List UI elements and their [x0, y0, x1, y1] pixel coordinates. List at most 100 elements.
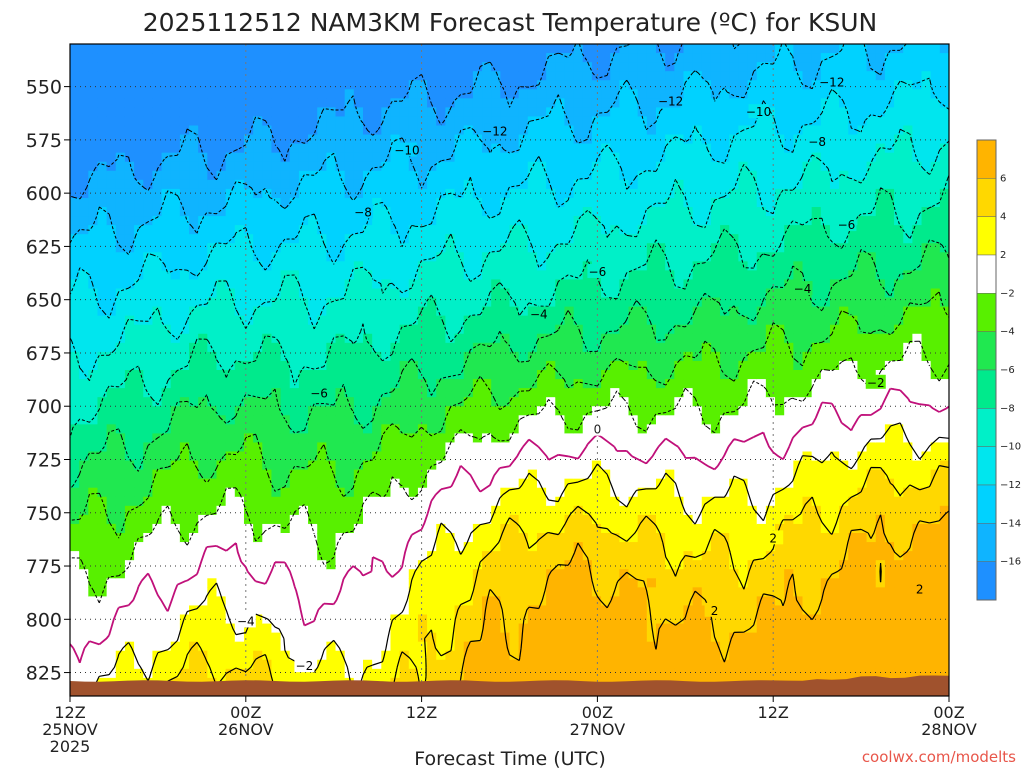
temperature-cell [628, 216, 639, 226]
temperature-cell [308, 252, 318, 262]
temperature-cell [637, 125, 648, 136]
temperature-cell [216, 225, 227, 235]
temperature-cell [381, 270, 392, 281]
temperature-cell [161, 216, 172, 226]
temperature-cell [170, 152, 181, 163]
temperature-cell [326, 89, 337, 99]
temperature-cell [665, 80, 675, 90]
temperature-cell [353, 324, 364, 335]
temperature-cell [482, 279, 492, 290]
temperature-cell [445, 80, 456, 90]
temperature-cell [472, 442, 483, 453]
temperature-cell [216, 53, 227, 63]
temperature-cell [463, 659, 474, 670]
temperature-cell [363, 578, 373, 588]
temperature-cell [262, 216, 273, 226]
temperature-cell [674, 650, 685, 661]
temperature-cell [417, 351, 428, 362]
temperature-cell [97, 469, 108, 480]
temperature-cell [536, 252, 547, 262]
temperature-cell [189, 641, 199, 652]
temperature-cell [491, 424, 501, 434]
temperature-cell [527, 496, 538, 507]
temperature-cell [646, 370, 657, 380]
temperature-cell [445, 659, 456, 670]
temperature-cell [317, 451, 327, 462]
temperature-cell [106, 641, 117, 652]
temperature-cell [134, 89, 144, 99]
temperature-cell [518, 379, 529, 389]
temperature-cell [646, 614, 657, 625]
temperature-cell [189, 179, 199, 190]
temperature-cell [115, 324, 126, 335]
temperature-cell [509, 134, 520, 145]
temperature-cell [692, 523, 703, 534]
temperature-cell [143, 523, 154, 534]
temperature-cell [243, 415, 254, 425]
temperature-cell [363, 288, 373, 299]
temperature-cell [234, 605, 245, 616]
temperature-cell [610, 424, 620, 434]
temperature-cell [198, 44, 208, 54]
temperature-cell [225, 315, 236, 326]
temperature-cell [427, 107, 437, 118]
temperature-cell [683, 360, 694, 371]
temperature-cell [573, 641, 584, 652]
temperature-cell [408, 514, 419, 525]
temperature-cell [445, 270, 456, 281]
temperature-cell [628, 360, 639, 371]
temperature-cell [344, 406, 355, 416]
temperature-cell [491, 514, 501, 525]
temperature-cell [637, 333, 648, 344]
temperature-cell [472, 360, 483, 371]
temperature-cell [106, 370, 117, 380]
temperature-cell [564, 551, 575, 561]
temperature-cell [344, 216, 355, 226]
temperature-cell [344, 478, 355, 489]
temperature-cell [564, 605, 575, 616]
temperature-cell [243, 62, 254, 72]
temperature-cell [701, 279, 712, 290]
temperature-cell [536, 668, 547, 679]
temperature-cell [161, 623, 172, 634]
temperature-cell [637, 623, 648, 634]
temperature-cell [189, 116, 199, 127]
temperature-cell [170, 125, 181, 136]
temperature-cell [335, 442, 346, 453]
temperature-cell [243, 370, 254, 380]
temperature-cell [564, 388, 575, 398]
temperature-cell [289, 505, 300, 516]
temperature-cell [79, 605, 89, 616]
temperature-cell [399, 388, 410, 398]
temperature-cell [124, 53, 135, 63]
temperature-cell [509, 433, 520, 444]
temperature-cell [610, 523, 620, 534]
temperature-cell [225, 370, 236, 380]
temperature-cell [79, 152, 89, 163]
temperature-cell [427, 605, 437, 616]
temperature-cell [271, 351, 282, 362]
temperature-cell [527, 632, 538, 643]
temperature-cell [216, 279, 227, 290]
temperature-cell [161, 460, 172, 471]
temperature-cell [225, 170, 236, 181]
temperature-cell [225, 179, 236, 190]
temperature-cell [564, 668, 575, 679]
temperature-cell [88, 207, 99, 217]
temperature-cell [463, 225, 474, 235]
temperature-cell [381, 261, 392, 271]
temperature-cell [656, 605, 666, 616]
temperature-cell [399, 44, 410, 54]
temperature-cell [161, 161, 172, 172]
temperature-cell [482, 469, 492, 480]
temperature-cell [610, 261, 620, 271]
temperature-cell [390, 44, 401, 54]
temperature-cell [207, 569, 218, 579]
temperature-cell [427, 179, 437, 190]
temperature-cell [454, 351, 465, 362]
temperature-cell [646, 134, 657, 145]
temperature-cell [289, 261, 300, 271]
temperature-cell [692, 442, 703, 453]
temperature-cell [216, 650, 227, 661]
temperature-cell [472, 370, 483, 380]
